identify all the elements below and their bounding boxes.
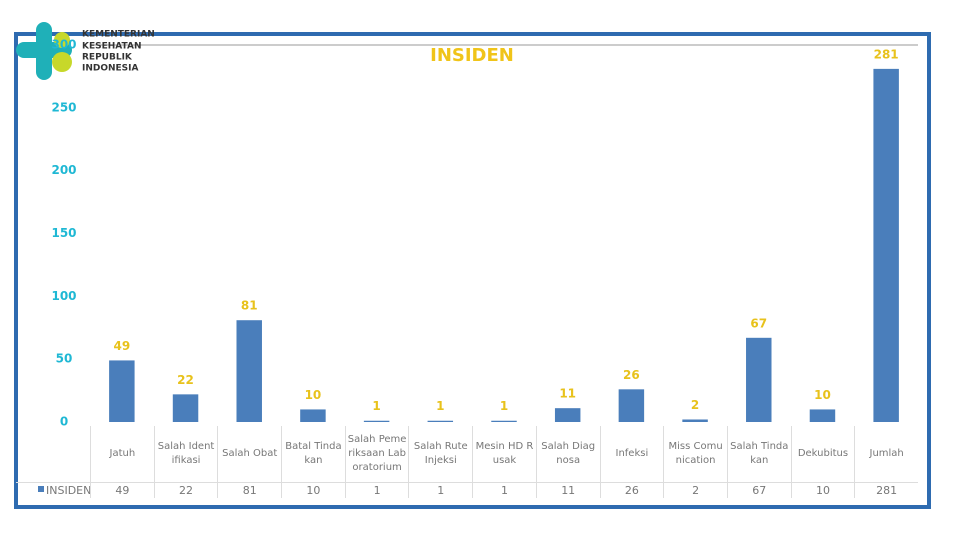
table-value: 281: [854, 482, 918, 498]
table-value: 11: [535, 482, 600, 498]
y-tick-label: 50: [56, 352, 73, 366]
data-label: 281: [874, 47, 899, 61]
data-label: 81: [241, 299, 258, 313]
y-tick-label: 150: [51, 226, 76, 240]
y-tick-label: 250: [51, 100, 76, 114]
data-label: 67: [750, 316, 767, 330]
table-value: 10: [281, 482, 345, 498]
bar: [682, 419, 708, 422]
data-label: 11: [559, 387, 576, 401]
y-tick-label: 200: [51, 163, 76, 177]
bar: [491, 420, 517, 422]
data-label: 26: [623, 368, 640, 382]
bar: [172, 394, 199, 422]
x-tick-label: Batal Tindakan: [281, 426, 345, 482]
x-tick-label: Salah Obat: [217, 426, 281, 482]
data-label: 49: [113, 339, 130, 353]
bar: [618, 389, 645, 422]
table-value: 67: [726, 482, 791, 498]
data-label: 1: [436, 399, 444, 413]
x-tick-label: Jumlah: [854, 426, 918, 482]
logo-text: KEMENTERIAN: [82, 30, 155, 40]
bar: [427, 420, 454, 422]
y-tick-label: 300: [51, 38, 76, 52]
x-tick-label: Jatuh: [90, 426, 154, 482]
logo-text: REPUBLIK: [82, 53, 133, 63]
table-value: 1: [408, 482, 473, 498]
bar: [873, 68, 899, 423]
bar: [809, 409, 836, 422]
x-tick-label: Mesin HD Rusak: [472, 426, 536, 482]
logo-text: INDONESIA: [82, 64, 139, 74]
x-tick-label: Dekubitus: [790, 426, 855, 482]
x-tick-label: Salah Rute Injeksi: [408, 426, 472, 482]
x-tick-label: Infeksi: [599, 426, 664, 482]
bar: [236, 320, 262, 422]
bar: [109, 360, 135, 422]
data-label: 1: [500, 399, 508, 413]
logo-text: KESEHATAN: [82, 42, 142, 52]
legend-label: INSIDEN: [16, 482, 91, 498]
table-value: 1: [344, 482, 409, 498]
y-tick-label: 0: [60, 415, 68, 429]
x-tick-label: Salah Diagnosa: [535, 426, 600, 482]
bar: [363, 420, 390, 422]
table-value: 2: [663, 482, 727, 498]
table-value: 10: [790, 482, 855, 498]
bar: [300, 409, 326, 422]
data-label: 1: [372, 399, 380, 413]
table-value: 26: [599, 482, 664, 498]
x-tick-label: Salah Tindakan: [726, 426, 791, 482]
table-value: 81: [217, 482, 282, 498]
data-label: 2: [691, 398, 699, 412]
table-value: 1: [472, 482, 536, 498]
x-tick-label: Salah Identifikasi: [153, 426, 218, 482]
table-value: 49: [90, 482, 154, 498]
data-label: 10: [814, 388, 831, 402]
bar: [554, 408, 581, 422]
frame: [14, 32, 931, 509]
chart-title: INSIDEN: [430, 45, 514, 66]
legend-swatch: [38, 486, 44, 492]
data-label: 22: [177, 373, 194, 387]
bar: [746, 337, 772, 422]
table-value: 22: [153, 482, 218, 498]
x-tick-label: Miss Comunication: [663, 426, 727, 482]
data-label: 10: [305, 388, 322, 402]
x-tick-label: Salah Pemeriksaan Laboratorium: [344, 426, 409, 482]
y-tick-label: 100: [51, 289, 76, 303]
logo: KEMENTERIAN KESEHATAN REPUBLIK INDONESIA: [16, 22, 155, 80]
